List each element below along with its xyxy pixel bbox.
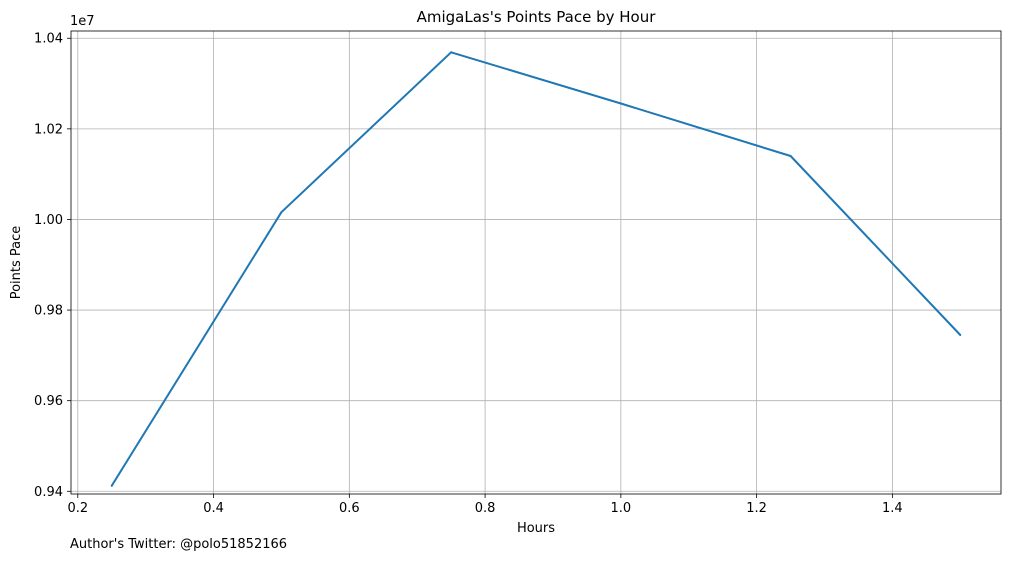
y-tick-label: 1.00	[34, 213, 63, 228]
grid-lines	[71, 31, 1001, 494]
y-tick-label: 0.98	[34, 304, 63, 319]
x-tick-label: 1.0	[611, 501, 632, 516]
y-tick-label: 0.96	[34, 394, 63, 409]
y-tick-label: 0.94	[34, 485, 63, 500]
x-tick-label: 0.2	[67, 501, 88, 516]
author-footnote: Author's Twitter: @polo51852166	[70, 537, 288, 552]
series-layer	[110, 51, 962, 487]
y-tick-label: 1.02	[34, 122, 63, 137]
plot-area-frame	[70, 30, 1002, 495]
chart-title: AmigaLas's Points Pace by Hour	[417, 8, 657, 26]
y-axis-label: Points Pace	[9, 226, 24, 300]
x-axis-label: Hours	[517, 521, 555, 536]
data-point	[619, 102, 622, 105]
data-point	[789, 155, 792, 158]
data-point	[110, 484, 113, 487]
series-line	[110, 51, 962, 487]
y-axis-offset-text: 1e7	[70, 14, 95, 29]
x-tick-label: 0.8	[475, 501, 496, 516]
x-tick-label: 0.6	[339, 501, 360, 516]
data-point	[450, 51, 453, 54]
data-point	[280, 211, 283, 214]
x-tick-label: 0.4	[203, 501, 224, 516]
x-tick-label: 1.4	[882, 501, 903, 516]
y-axis-ticks: 0.94 0.96 0.98 1.00 1.02 1.04	[34, 32, 71, 500]
x-axis-ticks: 0.2 0.4 0.6 0.8 1.0 1.2 1.4	[67, 494, 903, 516]
x-tick-label: 1.2	[746, 501, 767, 516]
y-tick-label: 1.04	[34, 32, 63, 47]
data-point	[959, 333, 962, 336]
